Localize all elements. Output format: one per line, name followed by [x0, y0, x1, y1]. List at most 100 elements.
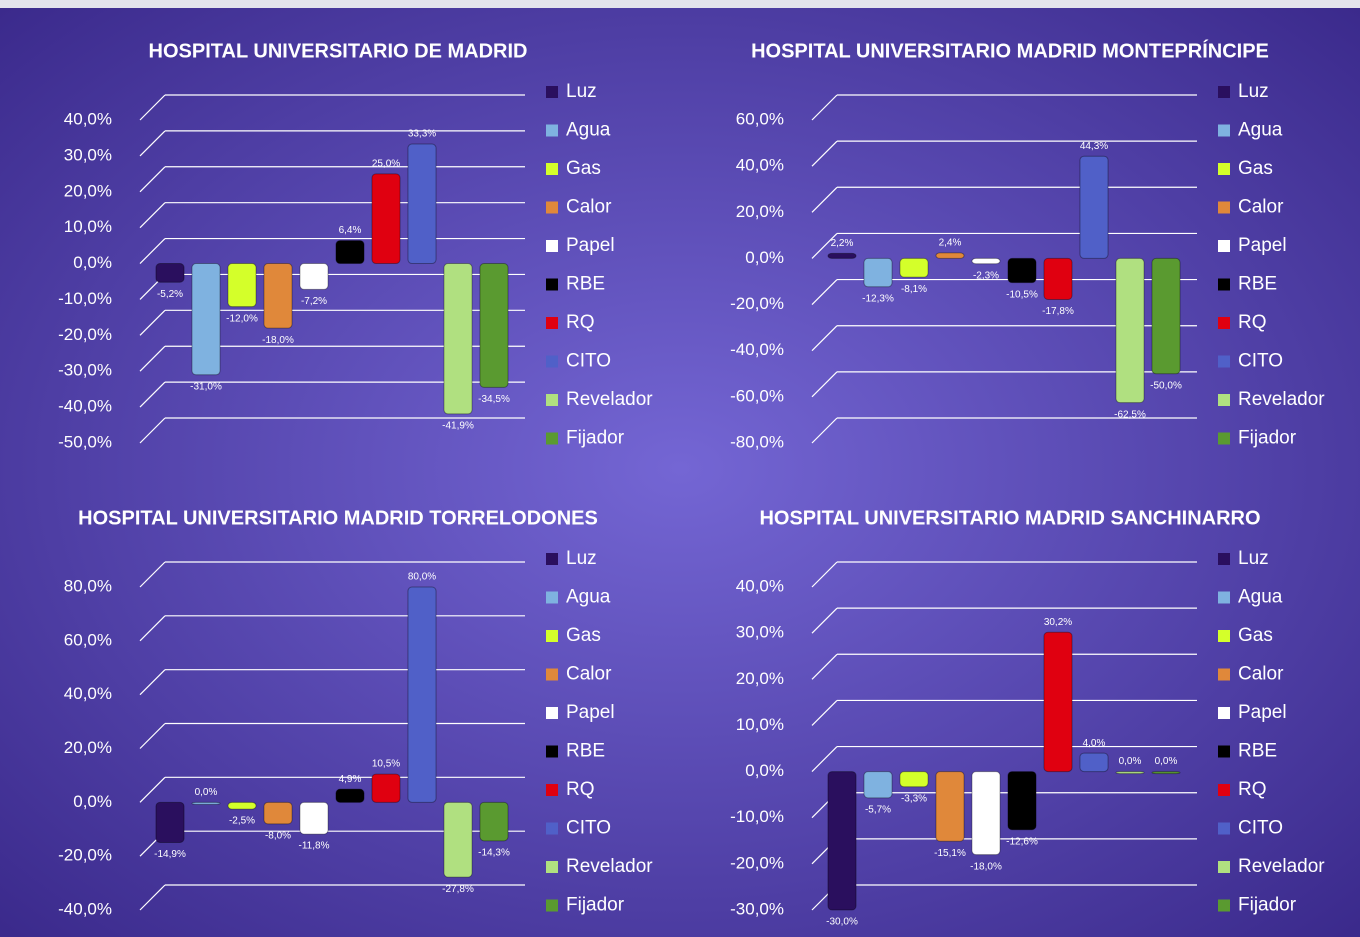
legend-label: Revelador [566, 389, 653, 410]
chart: HOSPITAL UNIVERSITARIO MADRID MONTEPRÍNC… [730, 39, 1325, 451]
legend-label: Calor [1238, 197, 1284, 218]
legend-label: Gas [1238, 158, 1273, 179]
chart-title: HOSPITAL UNIVERSITARIO MADRID MONTEPRÍNC… [751, 39, 1269, 62]
value-label: -5,2% [157, 289, 183, 300]
chart: HOSPITAL UNIVERSITARIO MADRID SANCHINARR… [730, 507, 1325, 927]
grid-line-depth [139, 561, 166, 588]
bar [479, 801, 509, 842]
y-tick-label: -10,0% [58, 289, 112, 308]
y-tick-label: -40,0% [58, 899, 112, 918]
legend-label: Papel [566, 235, 615, 256]
y-tick-label: -20,0% [58, 325, 112, 344]
y-tick-label: 60,0% [736, 109, 784, 128]
bar [1079, 155, 1109, 259]
grid-line-depth [139, 417, 166, 444]
legend-label: Papel [1238, 702, 1287, 723]
legend-swatch [1218, 861, 1230, 873]
y-tick-label: 10,0% [736, 715, 784, 734]
bar [1079, 752, 1109, 773]
y-tick-label: 40,0% [64, 109, 112, 128]
legend-swatch [1218, 668, 1230, 681]
bar [1007, 257, 1037, 284]
legend-label: Calor [566, 664, 612, 685]
chart-title: HOSPITAL UNIVERSITARIO MADRID TORRELODON… [78, 507, 598, 529]
legend-label: RBE [566, 274, 605, 295]
value-label: -17,8% [1042, 306, 1074, 317]
y-tick-label: 80,0% [64, 576, 112, 595]
bar [1151, 771, 1181, 775]
value-label: -18,0% [970, 861, 1002, 872]
y-tick-label: 30,0% [64, 145, 112, 164]
legend-label: CITO [566, 351, 611, 372]
legend-label: Revelador [1238, 389, 1325, 410]
legend-swatch [546, 317, 558, 329]
value-label: 0,0% [195, 787, 218, 798]
legend-swatch [546, 745, 558, 758]
legend-swatch [546, 355, 558, 368]
bar [335, 240, 365, 265]
y-tick-label: -40,0% [730, 340, 784, 359]
legend-label: RQ [1238, 312, 1267, 333]
legend-label: CITO [566, 818, 611, 839]
chart: HOSPITAL UNIVERSITARIO MADRID TORRELODON… [58, 507, 653, 918]
y-tick-label: -20,0% [730, 853, 784, 872]
legend-label: Fijador [1238, 428, 1297, 449]
legend-swatch [546, 278, 558, 291]
bar [1043, 257, 1073, 300]
legend-label: RBE [1238, 741, 1277, 762]
legend-label: Agua [566, 120, 611, 141]
y-tick-label: 60,0% [64, 630, 112, 649]
legend-swatch [1218, 201, 1230, 214]
grid-line-depth [139, 381, 166, 408]
y-tick-label: -80,0% [730, 432, 784, 451]
value-label: 4,9% [339, 774, 362, 785]
legend-swatch [1218, 553, 1230, 565]
legend-label: Agua [566, 587, 611, 608]
value-label: -12,0% [226, 313, 258, 324]
bar [227, 801, 257, 810]
grid-line-depth [811, 140, 838, 167]
bar [479, 263, 509, 388]
y-tick-label: 20,0% [64, 738, 112, 757]
value-label: -3,3% [901, 793, 927, 804]
y-tick-label: 30,0% [736, 623, 784, 642]
value-label: 44,3% [1080, 141, 1108, 152]
value-label: -18,0% [262, 335, 294, 346]
value-label: 80,0% [408, 572, 436, 583]
bar [155, 263, 185, 283]
y-tick-label: 0,0% [73, 792, 112, 811]
bar [443, 263, 473, 415]
value-label: 0,0% [1155, 756, 1178, 767]
legend-label: CITO [1238, 818, 1283, 839]
bar [827, 252, 857, 259]
value-label: -8,1% [901, 284, 927, 295]
legend-swatch [1218, 745, 1230, 758]
legend-swatch [1218, 278, 1230, 291]
grid-line-depth [811, 746, 838, 772]
legend-swatch [1218, 163, 1230, 175]
legend-label: Revelador [566, 856, 653, 877]
legend-label: Calor [1238, 664, 1284, 685]
value-label: -7,2% [301, 296, 327, 307]
grid-line-depth [811, 561, 838, 588]
value-label: -11,8% [299, 841, 330, 852]
grid-line-depth [811, 607, 838, 634]
bar [371, 173, 401, 265]
legend-swatch [546, 784, 558, 796]
legend-swatch [546, 822, 558, 835]
bar [935, 771, 965, 842]
grid-line-depth [811, 325, 838, 352]
grid-line-depth [811, 371, 838, 398]
bar [299, 801, 329, 835]
grid-line-depth [139, 130, 166, 157]
legend-swatch [546, 432, 558, 445]
grid-line-depth [811, 653, 838, 680]
bar [899, 257, 929, 278]
legend-label: RQ [566, 779, 595, 800]
legend-swatch [1218, 784, 1230, 796]
legend-label: Luz [566, 81, 597, 102]
y-tick-label: 20,0% [736, 669, 784, 688]
y-tick-label: 10,0% [64, 217, 112, 236]
bar [971, 257, 1001, 265]
